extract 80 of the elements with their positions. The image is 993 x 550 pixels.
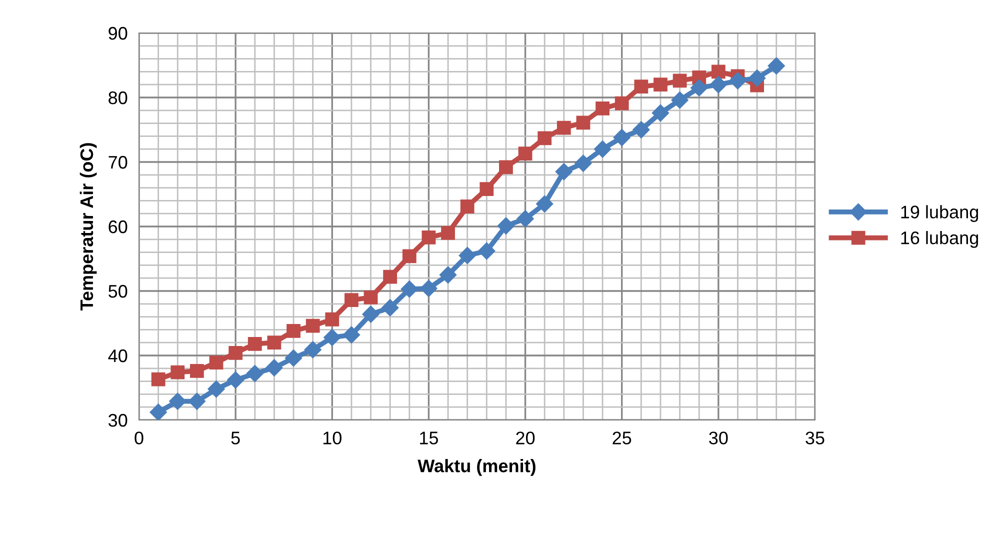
point [536,195,554,212]
point [729,72,746,90]
x-tick-label: 25 [612,432,632,444]
x-tick-label: 0 [134,432,144,444]
point [286,324,300,338]
point [383,270,398,284]
point [364,290,378,304]
point [227,371,244,389]
point [576,116,590,130]
y-tick-label: 50 [108,284,128,298]
y-tick-label: 90 [108,26,128,40]
point [382,299,399,316]
y-tick-label: 70 [108,156,128,169]
point [169,392,186,410]
x-axis-title: Waktu (menit) [418,459,536,476]
point [325,312,340,326]
x-tick-label: 20 [516,432,535,444]
point [634,80,648,94]
point [342,326,360,344]
point [304,341,322,358]
point [556,120,571,135]
x-tick-label: 15 [420,432,438,444]
point [632,121,650,138]
point [768,57,785,74]
point [266,359,283,376]
point [518,146,532,161]
point [671,92,688,109]
point [460,200,474,214]
point [594,140,612,158]
y-axis-title: Temperatur Air (oC) [80,143,97,311]
point [400,280,418,298]
point [248,336,262,351]
point [344,293,358,307]
point [422,230,436,244]
point [574,154,592,172]
point [458,246,476,264]
point [480,182,494,196]
point [267,336,282,350]
point [497,217,515,234]
point [441,226,455,240]
x-tick-label: 5 [231,432,240,444]
point [190,364,204,378]
y-tick-label: 60 [108,220,128,234]
y-tick-label: 80 [108,91,128,104]
point [555,163,572,180]
point [710,76,727,94]
point [652,104,670,122]
point [711,64,726,79]
point [402,249,416,264]
point [150,404,167,420]
point [284,350,302,367]
point [596,102,610,116]
point [748,70,766,87]
point [499,160,513,174]
y-tick-label: 40 [108,349,128,362]
y-tick-label: 30 [108,414,128,427]
point [170,365,185,380]
point [246,365,264,382]
point [654,78,668,92]
legend-label: 19 lubang [901,205,978,222]
point [362,306,380,323]
point [228,346,243,360]
x-tick-label: 30 [709,432,728,444]
x-tick-label: 35 [806,432,824,444]
point [420,280,438,297]
point [672,74,687,88]
point [614,96,629,110]
point [324,328,341,346]
point [516,210,534,228]
point [478,242,496,260]
point [306,318,320,333]
x-tick-label: 10 [323,432,342,444]
point [439,266,457,284]
legend-label: 16 lubang [901,231,978,248]
point [538,131,552,146]
point [613,128,630,146]
point [209,356,224,370]
point [151,372,166,386]
point [208,380,225,398]
point [690,79,708,96]
